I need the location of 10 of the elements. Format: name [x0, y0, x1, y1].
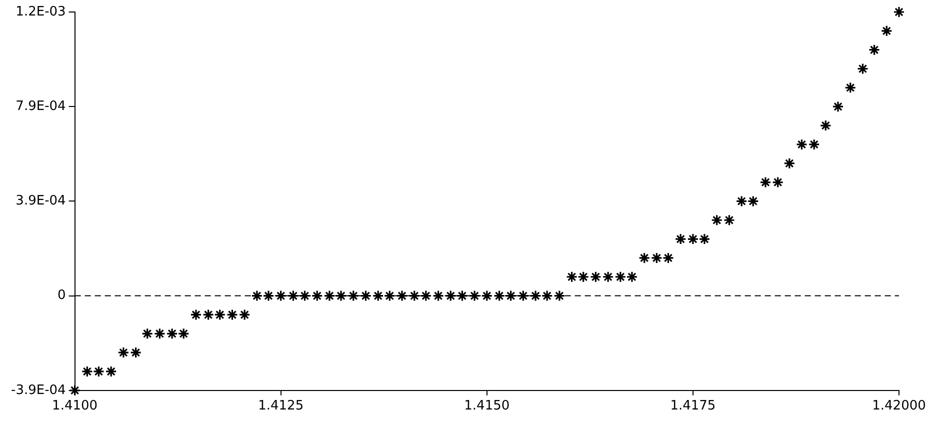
y-tick-label: 3.9E-04 [16, 194, 66, 209]
x-tick-label: 1.4175 [670, 398, 716, 414]
y-tick-label: -3.9E-04 [11, 382, 66, 398]
x-tick-label: 1.42000 [872, 398, 926, 414]
x-tick-label: 1.4150 [464, 398, 510, 414]
y-tick-label: 1.2E-03 [16, 4, 66, 20]
x-tick-label: 1.4125 [258, 398, 304, 414]
y-tick-label: 7.9E-04 [16, 98, 66, 114]
y-tick-label: 0 [58, 288, 66, 304]
x-tick-label: 1.4100 [52, 398, 98, 414]
